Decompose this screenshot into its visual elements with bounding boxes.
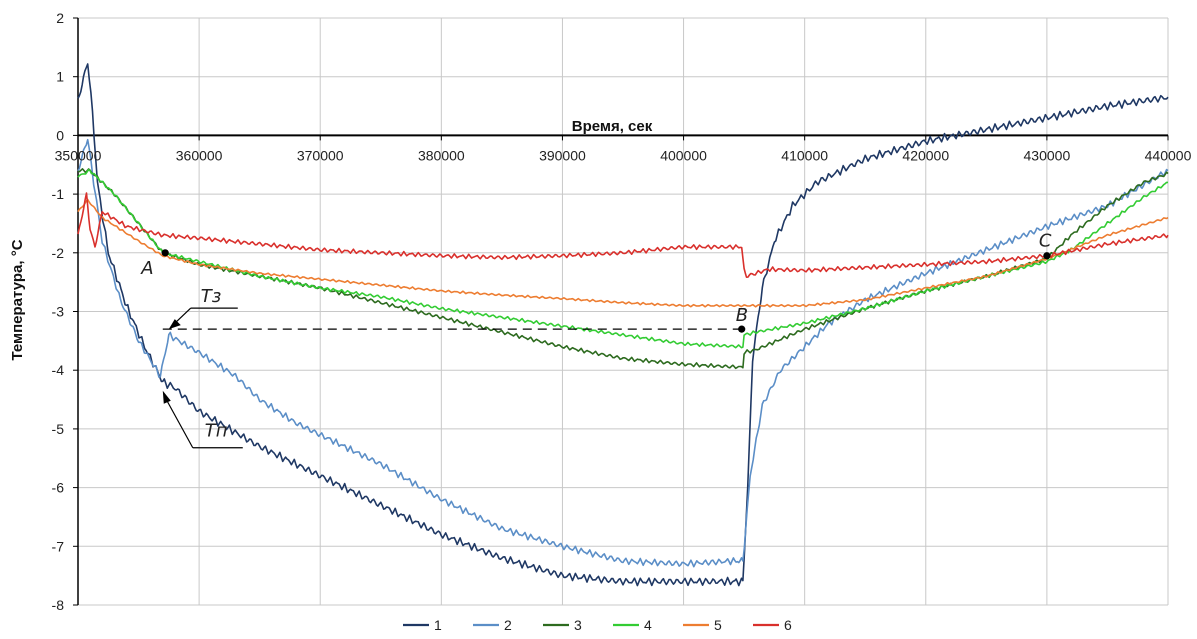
series-line-1 xyxy=(77,63,1169,587)
legend-label-6: 6 xyxy=(784,617,792,633)
x-tick-label: 350000 xyxy=(55,147,102,163)
callout-label-tz: Tз xyxy=(201,286,222,307)
x-tick-label: 420000 xyxy=(902,147,949,163)
series-lines xyxy=(77,63,1169,587)
series-line-3 xyxy=(78,168,1169,370)
x-tick-label: 390000 xyxy=(539,147,586,163)
legend-label-5: 5 xyxy=(714,617,722,633)
y-tick-label: -8 xyxy=(52,597,65,613)
point-marker-b xyxy=(738,325,746,333)
x-tick-label: 360000 xyxy=(176,147,223,163)
y-tick-label: -7 xyxy=(52,538,65,554)
legend-label-3: 3 xyxy=(574,617,582,633)
grid xyxy=(77,17,1169,606)
y-tick-label: -6 xyxy=(52,480,65,496)
legend-label-2: 2 xyxy=(504,617,512,633)
y-tick-label: 0 xyxy=(56,127,64,143)
axes xyxy=(73,17,1169,606)
y-tick-label: -1 xyxy=(52,186,65,202)
point-label-a: A xyxy=(140,258,153,279)
x-tick-labels: 350000 360000 370000 380000 390000 400000 4100… xyxy=(55,147,1192,163)
x-tick-label: 370000 xyxy=(297,147,344,163)
arrowhead-tp xyxy=(162,390,171,404)
callout-arrow-tp xyxy=(164,396,194,449)
legend: 1 2 3 4 5 6 xyxy=(403,617,792,633)
x-tick-label: 400000 xyxy=(660,147,707,163)
point-marker-c xyxy=(1043,252,1051,260)
y-tick-label: -5 xyxy=(52,421,65,437)
y-tick-labels: 2 1 0 -1 -2 -3 -4 -5 -6 -7 -8 xyxy=(52,10,65,613)
series-line-2 xyxy=(77,138,1169,568)
y-axis-title: Температура, °C xyxy=(9,239,26,360)
series-line-5 xyxy=(77,198,1169,308)
x-tick-label: 430000 xyxy=(1024,147,1071,163)
x-axis-title: Время, сек xyxy=(572,118,653,135)
series-line-6 xyxy=(77,192,1169,279)
x-tick-label: 380000 xyxy=(418,147,465,163)
point-label-c: C xyxy=(1039,231,1052,252)
arrowhead-tz xyxy=(168,319,181,330)
point-label-b: B xyxy=(736,305,748,326)
y-tick-label: 2 xyxy=(56,10,64,26)
callout-label-tp: Tп xyxy=(205,421,228,442)
point-marker-a xyxy=(161,249,169,257)
y-tick-label: 1 xyxy=(56,69,64,85)
annotations: A B C Tз Tп xyxy=(140,231,1052,449)
legend-label-1: 1 xyxy=(434,617,442,633)
y-tick-label: -3 xyxy=(52,304,65,320)
x-tick-label: 440000 xyxy=(1145,147,1192,163)
y-tick-label: -4 xyxy=(52,362,65,378)
y-tick-label: -2 xyxy=(52,245,65,261)
x-tick-label: 410000 xyxy=(781,147,828,163)
legend-label-4: 4 xyxy=(644,617,652,633)
